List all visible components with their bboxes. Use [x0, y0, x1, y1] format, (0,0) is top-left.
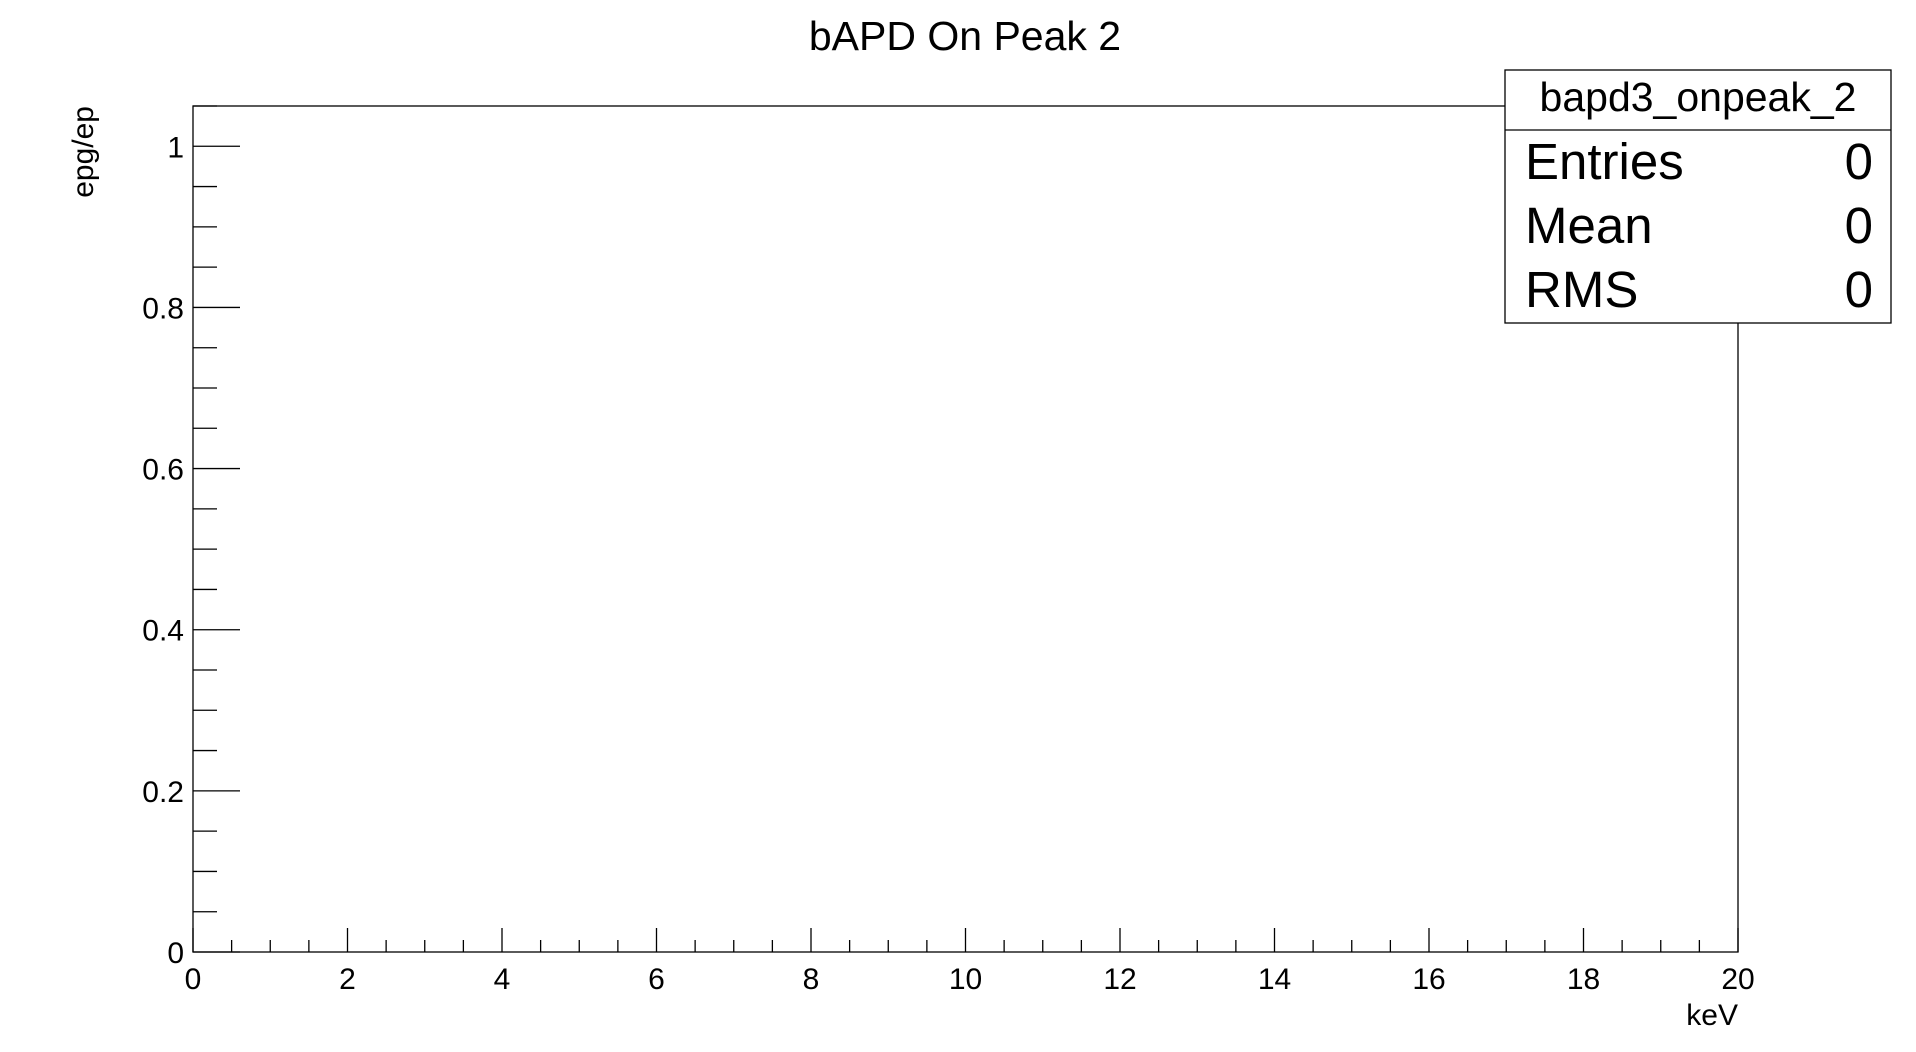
x-tick-label: 2: [339, 963, 356, 996]
stats-row-value: 0: [1845, 261, 1873, 318]
stats-row-label: RMS: [1525, 261, 1638, 318]
y-tick-label: 0.2: [142, 776, 184, 809]
y-tick-label: 0.6: [142, 454, 184, 487]
x-tick-label: 10: [949, 963, 982, 996]
y-tick-label: 0.4: [142, 615, 184, 648]
x-axis: 0 2 4 6 8 10 12 14 16 18 20: [185, 928, 1755, 996]
x-tick-label: 14: [1258, 963, 1291, 996]
y-axis-label: epg/ep: [67, 106, 100, 198]
x-tick-label: 20: [1721, 963, 1754, 996]
stats-row-value: 0: [1845, 197, 1873, 254]
stats-box: bapd3_onpeak_2 Entries 0 Mean 0 RMS 0: [1504, 69, 1892, 324]
y-tick-label: 1: [167, 131, 184, 164]
stats-rows: Entries 0 Mean 0 RMS 0: [1525, 133, 1873, 318]
x-tick-label: 8: [803, 963, 820, 996]
x-axis-label: keV: [1686, 999, 1738, 1032]
x-tick-label: 18: [1567, 963, 1600, 996]
stats-box-title: bapd3_onpeak_2: [1540, 74, 1857, 120]
chart-title: bAPD On Peak 2: [809, 13, 1121, 59]
x-tick-label: 4: [494, 963, 511, 996]
y-tick-label: 0: [167, 937, 184, 970]
y-tick-label: 0.8: [142, 292, 184, 325]
x-tick-label: 16: [1412, 963, 1445, 996]
stats-row-label: Mean: [1525, 197, 1653, 254]
stats-box-frame: [1504, 69, 1892, 324]
y-axis: 0 0.2 0.4 0.6 0.8 1: [142, 105, 240, 970]
x-tick-label: 6: [648, 963, 665, 996]
stats-row-label: Entries: [1525, 133, 1684, 190]
x-tick-label: 0: [185, 963, 202, 996]
x-tick-label: 12: [1103, 963, 1136, 996]
stats-row-value: 0: [1845, 133, 1873, 190]
